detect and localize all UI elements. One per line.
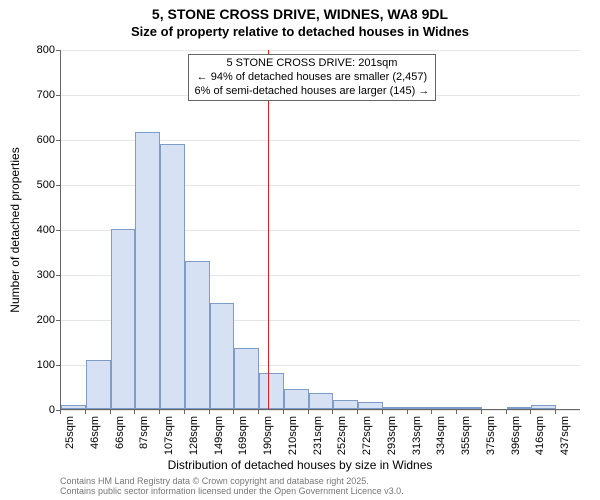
histogram-bar bbox=[408, 407, 433, 409]
ytick-mark bbox=[56, 230, 60, 231]
histogram-bar bbox=[160, 144, 185, 410]
xtick-mark bbox=[159, 410, 160, 414]
xtick-label: 210sqm bbox=[287, 416, 299, 455]
footer-attribution: Contains HM Land Registry data © Crown c… bbox=[60, 476, 404, 497]
plot-area: 5 STONE CROSS DRIVE: 201sqm← 94% of deta… bbox=[60, 50, 580, 410]
histogram-bar bbox=[111, 229, 136, 409]
ytick-mark bbox=[56, 275, 60, 276]
xtick-label: 46sqm bbox=[89, 416, 101, 449]
xtick-mark bbox=[233, 410, 234, 414]
histogram-bar bbox=[383, 407, 408, 409]
histogram-bar bbox=[457, 407, 482, 409]
footer-line1: Contains HM Land Registry data © Crown c… bbox=[60, 476, 404, 486]
gridline bbox=[61, 50, 580, 51]
chart-title-line1: 5, STONE CROSS DRIVE, WIDNES, WA8 9DL bbox=[0, 6, 600, 22]
xtick-label: 313sqm bbox=[411, 416, 423, 455]
ytick-label: 700 bbox=[15, 89, 55, 101]
xtick-mark bbox=[283, 410, 284, 414]
histogram-bar bbox=[358, 402, 383, 409]
histogram-bar bbox=[86, 360, 111, 410]
histogram-bar bbox=[135, 132, 160, 409]
xtick-mark bbox=[209, 410, 210, 414]
ytick-label: 600 bbox=[15, 134, 55, 146]
xtick-mark bbox=[258, 410, 259, 414]
xtick-label: 355sqm bbox=[460, 416, 472, 455]
ytick-label: 800 bbox=[15, 44, 55, 56]
ytick-mark bbox=[56, 95, 60, 96]
histogram-bar bbox=[333, 400, 358, 409]
xtick-mark bbox=[85, 410, 86, 414]
ytick-label: 200 bbox=[15, 314, 55, 326]
xtick-label: 231sqm bbox=[312, 416, 324, 455]
ytick-label: 300 bbox=[15, 269, 55, 281]
xtick-label: 128sqm bbox=[188, 416, 200, 455]
xtick-mark bbox=[456, 410, 457, 414]
ytick-mark bbox=[56, 320, 60, 321]
footer-line2: Contains public sector information licen… bbox=[60, 486, 404, 496]
ytick-label: 500 bbox=[15, 179, 55, 191]
xtick-mark bbox=[110, 410, 111, 414]
xtick-label: 437sqm bbox=[559, 416, 571, 455]
reference-line bbox=[268, 50, 269, 409]
xtick-label: 375sqm bbox=[485, 416, 497, 455]
histogram-bar bbox=[284, 389, 309, 409]
ytick-label: 100 bbox=[15, 359, 55, 371]
annotation-line1: 5 STONE CROSS DRIVE: 201sqm bbox=[195, 57, 430, 71]
xtick-mark bbox=[407, 410, 408, 414]
xtick-label: 169sqm bbox=[237, 416, 249, 455]
histogram-bar bbox=[507, 407, 532, 409]
xtick-mark bbox=[134, 410, 135, 414]
histogram-bar bbox=[61, 405, 86, 409]
xtick-mark bbox=[555, 410, 556, 414]
xtick-label: 272sqm bbox=[361, 416, 373, 455]
xtick-label: 252sqm bbox=[336, 416, 348, 455]
xtick-mark bbox=[530, 410, 531, 414]
xtick-mark bbox=[357, 410, 358, 414]
ytick-mark bbox=[56, 140, 60, 141]
xtick-mark bbox=[382, 410, 383, 414]
xtick-mark bbox=[60, 410, 61, 414]
ytick-label: 0 bbox=[15, 404, 55, 416]
xtick-label: 66sqm bbox=[114, 416, 126, 449]
xtick-mark bbox=[308, 410, 309, 414]
histogram-bar bbox=[185, 261, 210, 410]
xtick-label: 396sqm bbox=[510, 416, 522, 455]
xtick-label: 416sqm bbox=[534, 416, 546, 455]
histogram-chart: 5, STONE CROSS DRIVE, WIDNES, WA8 9DL Si… bbox=[0, 0, 600, 500]
chart-title-line2: Size of property relative to detached ho… bbox=[0, 24, 600, 39]
histogram-bar bbox=[234, 348, 259, 409]
histogram-bar bbox=[309, 393, 334, 409]
histogram-bar bbox=[432, 407, 457, 409]
xtick-mark bbox=[506, 410, 507, 414]
xtick-mark bbox=[332, 410, 333, 414]
xtick-mark bbox=[431, 410, 432, 414]
ytick-mark bbox=[56, 50, 60, 51]
ytick-mark bbox=[56, 365, 60, 366]
xtick-label: 25sqm bbox=[64, 416, 76, 449]
xtick-label: 293sqm bbox=[386, 416, 398, 455]
histogram-bar bbox=[531, 405, 556, 409]
xtick-mark bbox=[184, 410, 185, 414]
xtick-mark bbox=[481, 410, 482, 414]
gridline bbox=[61, 410, 580, 411]
ytick-mark bbox=[56, 185, 60, 186]
annotation-box: 5 STONE CROSS DRIVE: 201sqm← 94% of deta… bbox=[188, 54, 437, 101]
annotation-line2: ← 94% of detached houses are smaller (2,… bbox=[195, 71, 430, 85]
annotation-line3: 6% of semi-detached houses are larger (1… bbox=[195, 85, 430, 99]
histogram-bar bbox=[259, 373, 284, 409]
ytick-label: 400 bbox=[15, 224, 55, 236]
x-axis-label: Distribution of detached houses by size … bbox=[0, 458, 600, 472]
histogram-bar bbox=[210, 303, 235, 409]
xtick-label: 334sqm bbox=[435, 416, 447, 455]
xtick-label: 107sqm bbox=[163, 416, 175, 455]
xtick-label: 149sqm bbox=[213, 416, 225, 455]
xtick-label: 190sqm bbox=[262, 416, 274, 455]
xtick-label: 87sqm bbox=[138, 416, 150, 449]
